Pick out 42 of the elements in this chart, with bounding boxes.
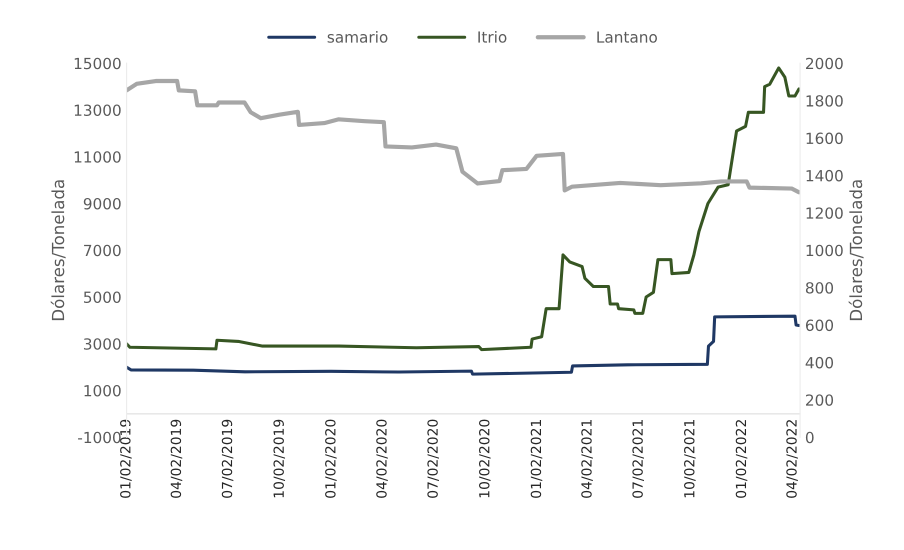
legend-label: samario (328, 30, 388, 43)
line-series (126, 314, 800, 376)
y-tick-label: 7000 (84, 244, 121, 256)
x-tick-label: 07/02/2020 (427, 420, 439, 498)
x-tick-label: 07/02/2019 (222, 420, 234, 498)
y-tick-label: 15000 (74, 58, 121, 70)
x-tick-label: 10/02/2021 (684, 420, 696, 498)
y2-axis-title: Dólares/Tonelada (848, 180, 864, 320)
x-tick-label: 04/02/2021 (581, 420, 593, 498)
y2-tick-label: 1600 (806, 132, 843, 144)
y2-tick-label: 1400 (806, 170, 843, 182)
y-tick-label: 3000 (84, 338, 121, 350)
y-tick-label: 9000 (84, 198, 121, 210)
y2-tick-label: 800 (806, 282, 834, 294)
x-tick-label: 10/02/2020 (479, 420, 491, 498)
x-tick-label: 04/02/2020 (376, 420, 388, 498)
x-tick-label: 01/02/2021 (530, 420, 542, 498)
y2-tick-label: 1000 (806, 244, 843, 256)
x-tick-label: 04/02/2019 (170, 420, 182, 498)
line-series (126, 78, 800, 194)
x-tick-label: 01/02/2020 (325, 420, 337, 498)
y-axis-title: Dólares/Tonelada (50, 180, 66, 320)
y2-tick-label: 2000 (806, 58, 843, 70)
y-tick-label: 11000 (74, 151, 121, 163)
y2-tick-label: 0 (806, 432, 814, 444)
x-tick-label: 04/02/2022 (786, 420, 798, 498)
y-tick-label: 1000 (84, 384, 121, 397)
y-tick-label: 5000 (84, 291, 121, 304)
y2-tick-label: 200 (806, 394, 834, 406)
line-series (126, 66, 800, 352)
y2-tick-label: 400 (806, 356, 834, 368)
x-tick-label: 07/02/2021 (632, 420, 644, 498)
legend-label: Lantano (597, 31, 657, 43)
x-tick-label: 01/02/2022 (736, 420, 748, 498)
y2-tick-label: 1200 (806, 207, 843, 219)
y2-tick-label: 1800 (806, 95, 843, 107)
y2-tick-label: 600 (806, 320, 834, 332)
y-tick-label: -1000 (78, 432, 121, 444)
y-tick-label: 13000 (74, 104, 121, 116)
legend-label: Itrio (478, 30, 506, 43)
x-tick-label: 10/02/2019 (273, 420, 286, 498)
x-tick-label: 01/02/2019 (120, 420, 132, 498)
